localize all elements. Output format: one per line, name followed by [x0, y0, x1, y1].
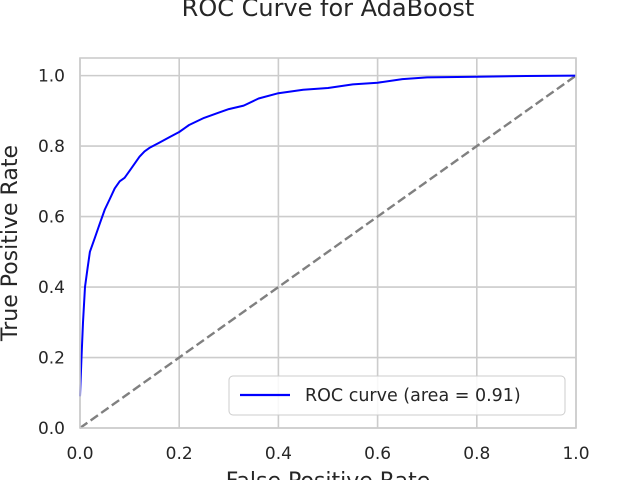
y-tick-label: 0.4	[38, 278, 65, 298]
grid	[79, 58, 577, 429]
x-tick-label: 0.4	[265, 444, 292, 464]
plot-frame	[79, 57, 577, 429]
x-tick-label: 0.8	[463, 444, 490, 464]
chance-diagonal-line	[79, 74, 577, 429]
y-tick-label: 0.2	[38, 349, 65, 369]
legend-box	[228, 375, 566, 416]
series-layer	[79, 74, 577, 429]
y-tick-label: 0.6	[38, 208, 65, 228]
y-axis-label: True Positive Rate	[0, 145, 23, 342]
x-axis-label: False Positive Rate	[226, 469, 430, 480]
y-tick-label: 0.0	[38, 419, 65, 439]
x-tick-labels: 0.0 0.2 0.4 0.6 0.8 1.0	[66, 444, 589, 464]
x-tick-label: 0.0	[66, 444, 93, 464]
x-tick-label: 0.2	[166, 444, 193, 464]
y-tick-label: 1.0	[38, 67, 65, 87]
legend: ROC curve (area = 0.91)	[228, 375, 566, 416]
legend-label-roc-curve: ROC curve (area = 0.91)	[305, 386, 521, 406]
chart-title: ROC Curve for AdaBoost	[182, 0, 475, 22]
x-tick-label: 0.6	[364, 444, 391, 464]
y-tick-label: 0.8	[38, 137, 65, 157]
y-tick-labels: 0.0 0.2 0.4 0.6 0.8 1.0	[38, 67, 65, 439]
x-tick-label: 1.0	[562, 444, 589, 464]
roc-curve-line	[79, 74, 577, 397]
